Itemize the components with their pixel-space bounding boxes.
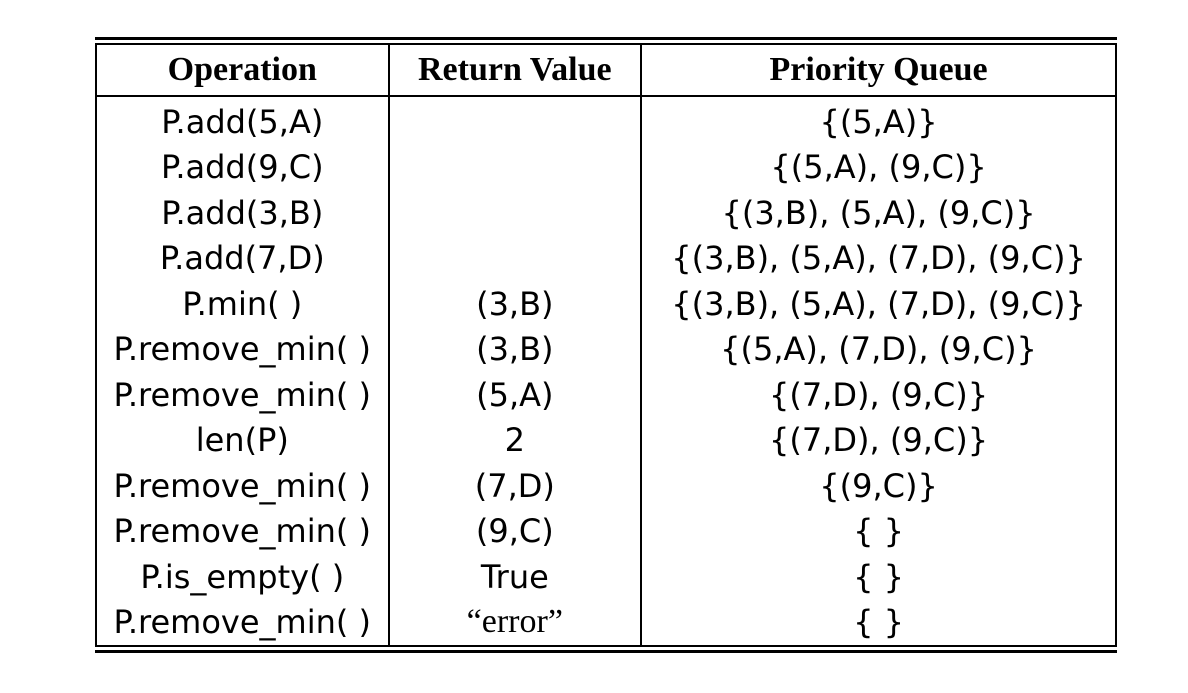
priority-queue-cell: {(3,B), (5,A), (7,D), (9,C)} — [640, 235, 1116, 281]
priority-queue-cell: { } — [640, 508, 1116, 554]
operation-cell: P.remove_min( ) — [113, 330, 372, 369]
table-row: P.remove_min( ) (7,D) {(9,C)} — [96, 463, 1116, 509]
operation-cell: P.add(7,D) — [159, 239, 325, 278]
priority-queue-cell: {(5,A), (7,D), (9,C)} — [640, 326, 1116, 372]
priority-queue-cell: {(5,A), (9,C)} — [640, 144, 1116, 190]
operation-cell: P.add(9,C) — [161, 148, 324, 187]
table-row: P.remove_min( ) (3,B) {(5,A), (7,D), (9,… — [96, 326, 1116, 372]
header-row: Operation Return Value Priority Queue — [96, 45, 1116, 97]
table-row: P.is_empty( ) True { } — [96, 554, 1116, 600]
operation-cell: P.remove_min( ) — [113, 603, 372, 642]
table-row: P.min( ) (3,B) {(3,B), (5,A), (7,D), (9,… — [96, 281, 1116, 327]
operation-cell: len(P) — [195, 421, 289, 460]
operation-cell: P.min( ) — [182, 284, 303, 323]
operation-cell: P.remove_min( ) — [113, 375, 372, 414]
return-value-cell: “error” — [387, 599, 642, 645]
table-row: P.add(5,A) {(5,A)} — [96, 96, 1116, 145]
return-value-cell: (3,B) — [387, 281, 642, 327]
return-value-cell: (3,B) — [387, 326, 642, 372]
table-row: P.remove_min( ) “error” { } — [96, 599, 1116, 645]
top-double-rule — [95, 37, 1117, 45]
operation-cell: P.add(5,A) — [161, 102, 324, 141]
return-value-cell — [387, 235, 642, 281]
priority-queue-table: Operation Return Value Priority Queue P.… — [95, 37, 1117, 653]
table-row: P.add(7,D) {(3,B), (5,A), (7,D), (9,C)} — [96, 235, 1116, 281]
table-row: len(P) 2 {(7,D), (9,C)} — [96, 417, 1116, 463]
return-value-cell — [387, 96, 642, 145]
header-priority-queue: Priority Queue — [640, 45, 1116, 97]
return-value-cell — [387, 144, 642, 190]
operations-table: Operation Return Value Priority Queue P.… — [95, 45, 1117, 645]
table-row: P.add(3,B) {(3,B), (5,A), (9,C)} — [96, 190, 1116, 236]
priority-queue-cell: { } — [640, 554, 1116, 600]
operation-cell: P.remove_min( ) — [113, 466, 372, 505]
header-return-value: Return Value — [387, 45, 642, 97]
return-value-cell: (5,A) — [387, 372, 642, 418]
operation-cell: P.add(3,B) — [161, 193, 324, 232]
operation-cell: P.remove_min( ) — [113, 512, 372, 551]
priority-queue-cell: {(3,B), (5,A), (9,C)} — [640, 190, 1116, 236]
header-operation: Operation — [96, 45, 389, 97]
return-value-cell: (9,C) — [387, 508, 642, 554]
table-row: P.remove_min( ) (9,C) { } — [96, 508, 1116, 554]
priority-queue-cell: {(9,C)} — [640, 463, 1116, 509]
priority-queue-cell: { } — [640, 599, 1116, 645]
bottom-double-rule — [95, 645, 1117, 653]
return-value-cell — [387, 190, 642, 236]
priority-queue-cell: {(7,D), (9,C)} — [640, 417, 1116, 463]
priority-queue-cell: {(3,B), (5,A), (7,D), (9,C)} — [640, 281, 1116, 327]
return-value-cell: True — [387, 554, 642, 600]
priority-queue-cell: {(5,A)} — [640, 96, 1116, 145]
priority-queue-cell: {(7,D), (9,C)} — [640, 372, 1116, 418]
table-row: P.add(9,C) {(5,A), (9,C)} — [96, 144, 1116, 190]
operation-cell: P.is_empty( ) — [140, 557, 345, 596]
table-row: P.remove_min( ) (5,A) {(7,D), (9,C)} — [96, 372, 1116, 418]
return-value-cell: 2 — [387, 417, 642, 463]
return-value-cell: (7,D) — [387, 463, 642, 509]
